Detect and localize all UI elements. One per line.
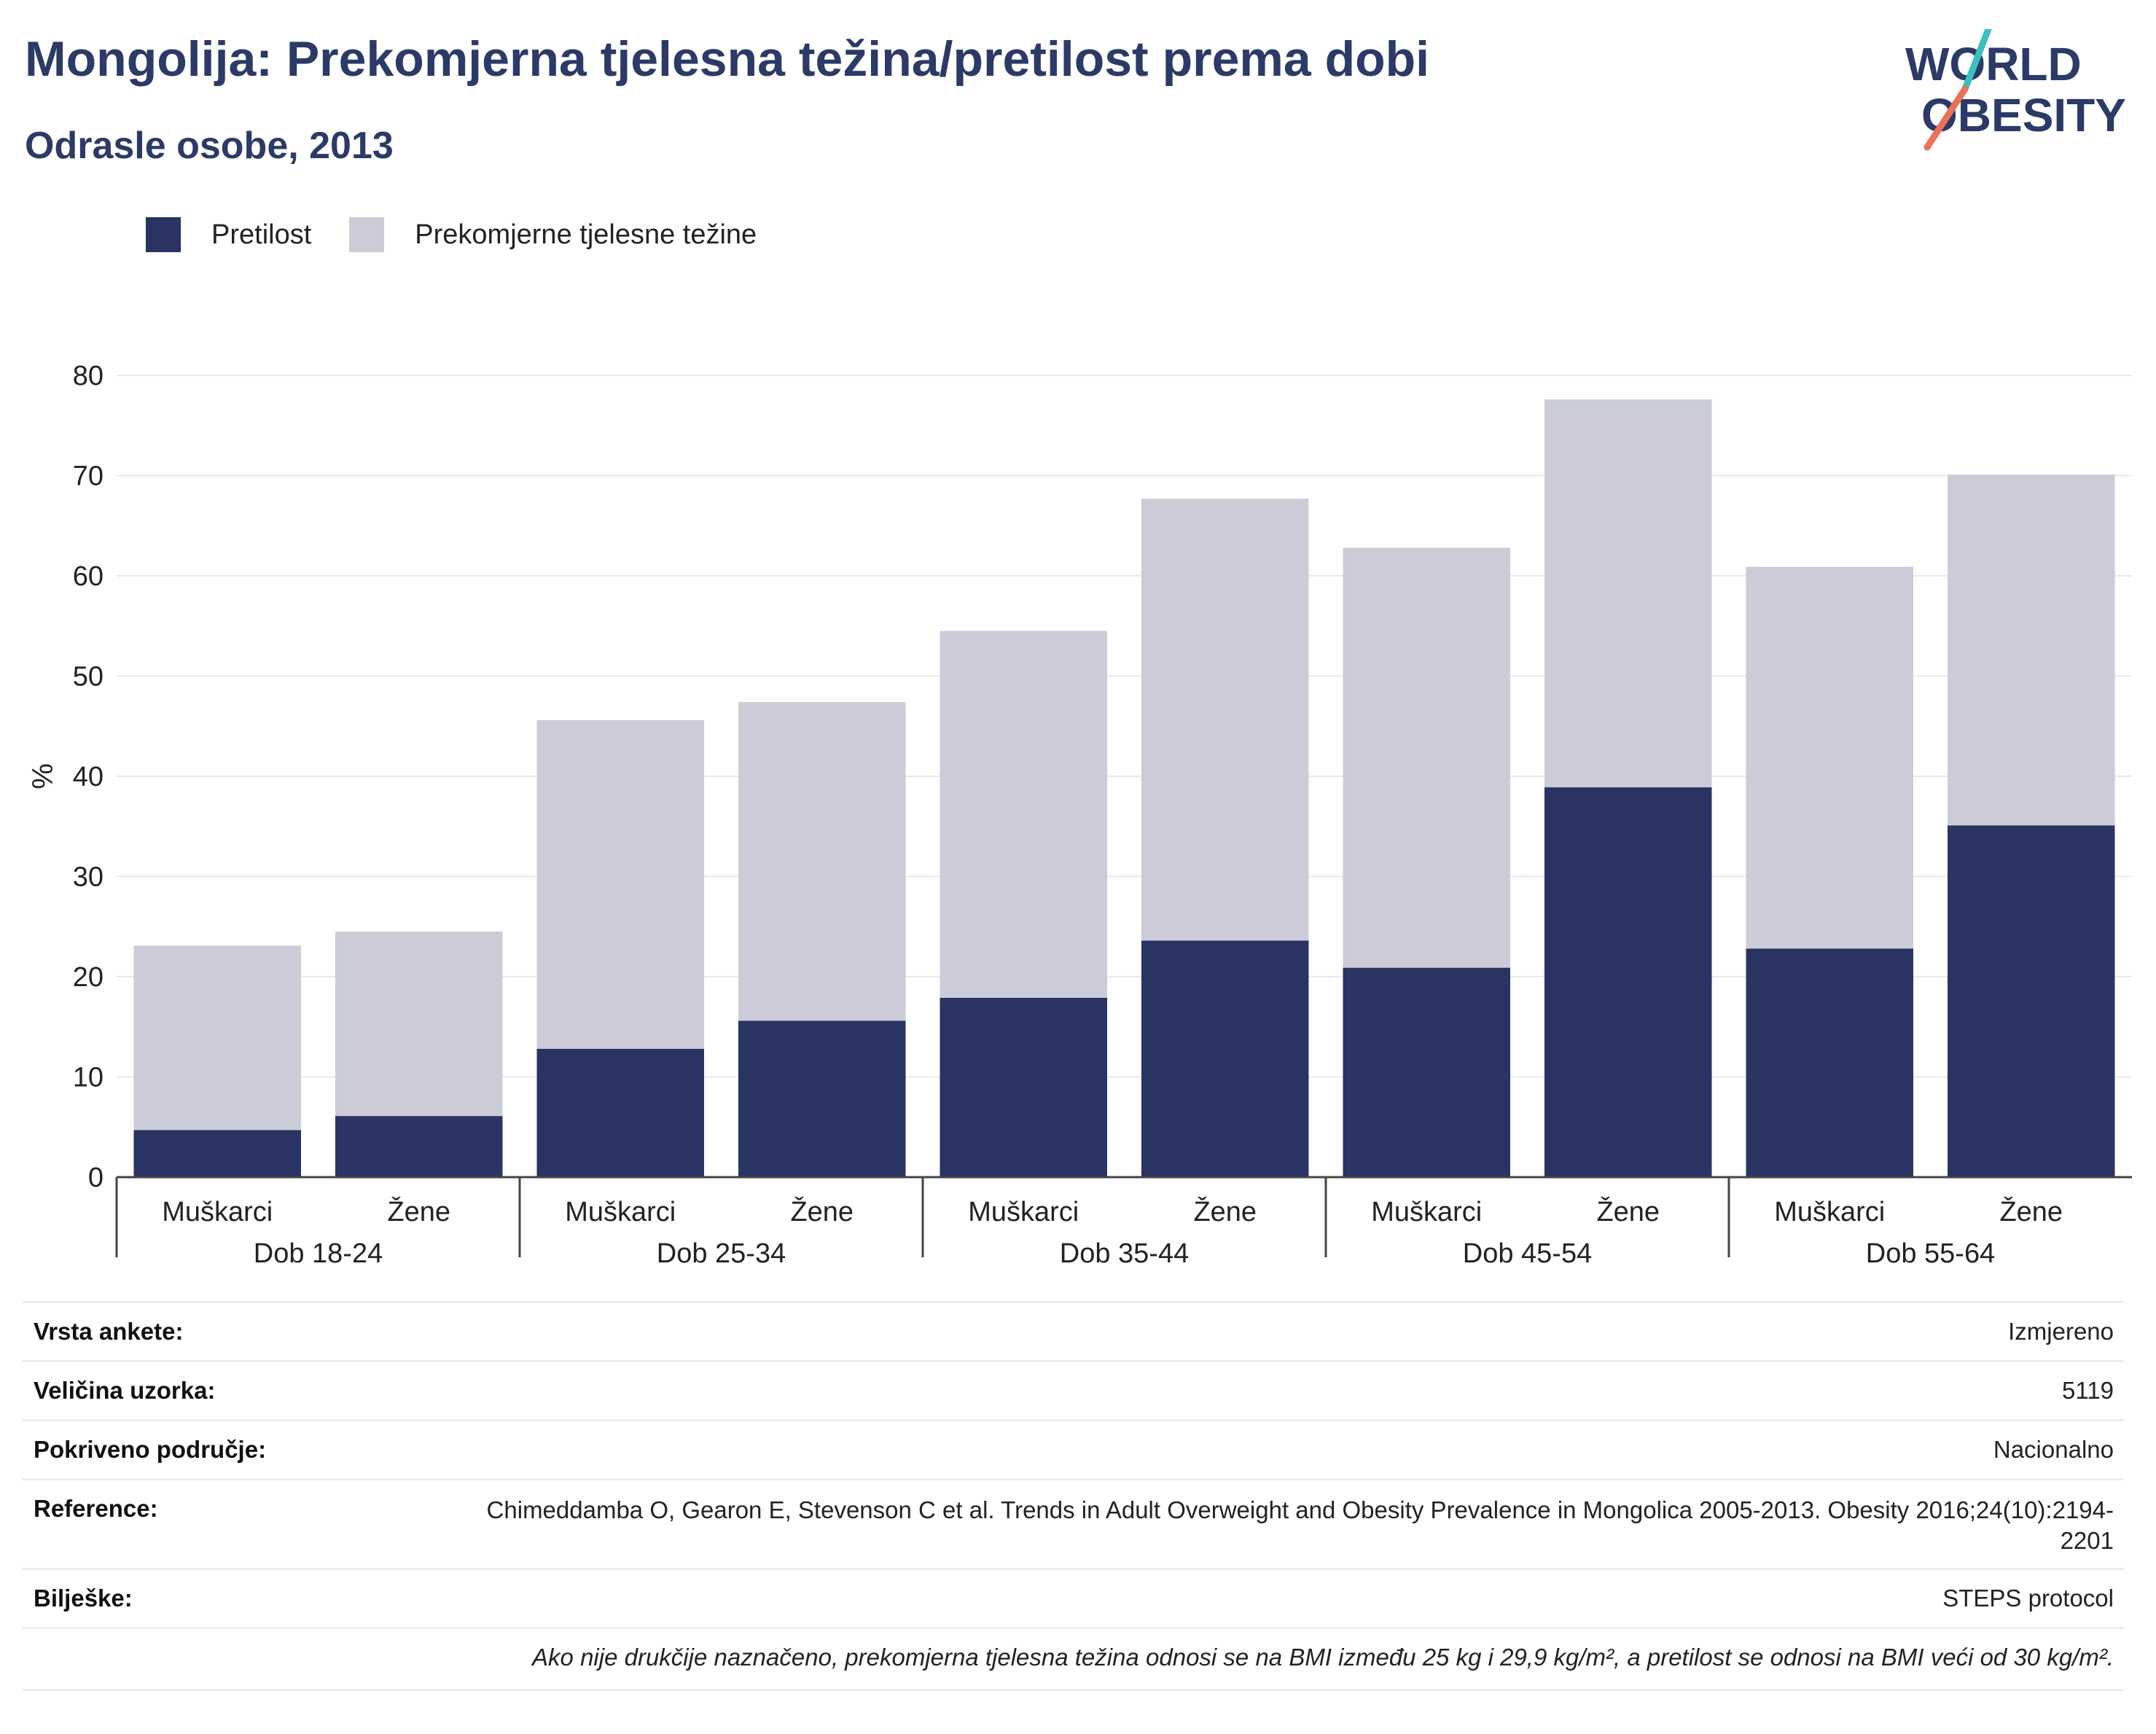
- x-group-label: Dob 55-64: [1866, 1238, 1995, 1269]
- info-row-coverage: Pokriveno područje: Nacionalno: [22, 1419, 2124, 1478]
- footnote: Ako nije drukčije naznačeno, prekomjerna…: [532, 1644, 2114, 1671]
- x-subcategory-label: Žene: [1999, 1196, 2063, 1227]
- logo-line2: OBESITY: [1921, 89, 2126, 141]
- bar-overweight: [738, 702, 906, 1021]
- x-subcategory-label: Muškarci: [565, 1197, 676, 1227]
- chart-title: Mongolija: Prekomjerna tjelesna težina/p…: [25, 31, 1430, 87]
- x-subcategory-label: Muškarci: [1371, 1197, 1482, 1227]
- bar-obesity: [335, 1116, 503, 1177]
- x-subcategory-label: Muškarci: [1774, 1197, 1885, 1227]
- info-key: Bilješke:: [34, 1585, 133, 1612]
- y-tick-label: 0: [88, 1163, 103, 1193]
- info-value: Izmjereno: [2008, 1318, 2114, 1345]
- info-value: STEPS protocol: [1942, 1585, 2114, 1612]
- info-row-notes: Bilješke: STEPS protocol: [22, 1568, 2124, 1627]
- logo-stroke-teal: [1961, 29, 1992, 93]
- bar-obesity: [536, 1049, 704, 1177]
- info-key: Reference:: [34, 1495, 158, 1522]
- legend-label-overweight: Prekomjerne tjelesne težine: [415, 219, 757, 250]
- legend-label-obesity: Pretilost: [211, 219, 312, 250]
- x-group-label: Dob 18-24: [254, 1238, 383, 1269]
- chart-legend: Pretilost Prekomjerne tjelesne težine: [146, 216, 794, 254]
- bar-overweight: [1544, 399, 1712, 788]
- logo-line1: WORLD: [1905, 38, 2082, 90]
- info-value: Chimeddamba O, Gearon E, Stevenson C et …: [486, 1496, 2114, 1554]
- info-key: Vrsta ankete:: [34, 1318, 184, 1345]
- bar-overweight: [335, 932, 503, 1117]
- bar-obesity: [1544, 787, 1712, 1177]
- x-subcategory-label: Žene: [1193, 1196, 1257, 1227]
- y-tick-label: 80: [73, 361, 103, 391]
- info-row-sample-size: Veličina uzorka: 5119: [22, 1360, 2124, 1419]
- bar-obesity: [1746, 948, 1913, 1177]
- legend-swatch-overweight: [349, 217, 385, 252]
- y-tick-label: 40: [73, 762, 103, 792]
- bar-overweight: [1948, 474, 2115, 826]
- logo-stroke-coral: [1923, 85, 1969, 151]
- x-group-label: Dob 45-54: [1463, 1238, 1592, 1269]
- bar-obesity: [1141, 940, 1309, 1177]
- stacked-bar-chart: 0 10 20 30 40 50 60 70 80% Muškarci Žene Muškarci Že…: [27, 361, 2132, 1269]
- bar-overweight: [133, 945, 301, 1130]
- info-value: Nacionalno: [1993, 1436, 2114, 1463]
- y-tick-label: 30: [73, 862, 103, 893]
- bar-obesity: [738, 1020, 906, 1177]
- y-tick-label: 10: [73, 1063, 103, 1093]
- y-tick-label: 20: [73, 962, 103, 993]
- y-tick-label: 70: [73, 461, 103, 492]
- x-subcategory-label: Žene: [1596, 1196, 1660, 1227]
- info-value: 5119: [2062, 1377, 2114, 1404]
- info-row-reference: Reference: Chimeddamba O, Gearon E, Stev…: [22, 1478, 2124, 1568]
- bar-obesity: [1343, 967, 1510, 1177]
- bar-overweight: [1343, 547, 1510, 968]
- bar-overweight: [1141, 499, 1309, 941]
- y-axis-label: %: [27, 763, 59, 789]
- bar-obesity: [1948, 825, 2115, 1177]
- x-subcategory-label: Žene: [790, 1196, 854, 1227]
- world-obesity-logo: WORLD OBESITY: [1905, 29, 2126, 151]
- info-row-survey-type: Vrsta ankete: Izmjereno: [22, 1301, 2124, 1360]
- x-group-label: Dob 25-34: [657, 1238, 786, 1269]
- y-tick-label: 50: [73, 662, 103, 692]
- bar-overweight: [940, 630, 1107, 998]
- x-subcategory-label: Muškarci: [162, 1197, 273, 1227]
- bar-obesity: [940, 997, 1107, 1177]
- bar-obesity: [133, 1130, 301, 1177]
- y-tick-label: 60: [73, 561, 103, 592]
- x-group-label: Dob 35-44: [1060, 1238, 1189, 1269]
- legend-swatch-obesity: [146, 217, 181, 252]
- bar-overweight: [536, 720, 704, 1049]
- x-subcategory-label: Žene: [387, 1196, 450, 1227]
- x-subcategory-label: Muškarci: [968, 1197, 1079, 1227]
- info-key: Veličina uzorka:: [34, 1377, 216, 1404]
- info-key: Pokriveno područje:: [34, 1436, 267, 1463]
- bar-overweight: [1746, 566, 1913, 949]
- info-table: Vrsta ankete: Izmjereno Veličina uzorka:…: [22, 1301, 2124, 1691]
- chart-subtitle: Odrasle osobe, 2013: [25, 125, 394, 167]
- info-footnote-row: Ako nije drukčije naznačeno, prekomjerna…: [22, 1627, 2124, 1691]
